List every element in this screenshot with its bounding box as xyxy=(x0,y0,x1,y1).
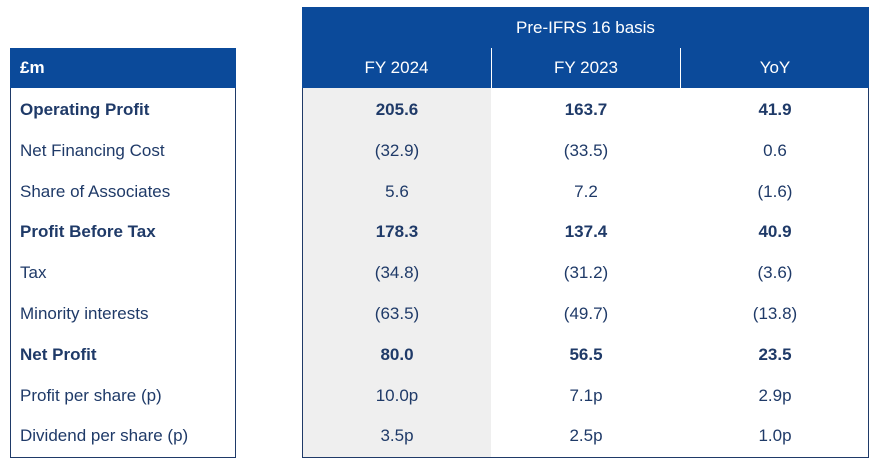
cell-fy2024: 10.0p xyxy=(375,385,419,405)
cell-fy2024: 178.3 xyxy=(375,222,419,242)
row-label: Tax xyxy=(20,263,47,283)
row-label: Net Profit xyxy=(20,344,97,364)
header-separator xyxy=(680,48,681,88)
cell-fy2023: 7.1p xyxy=(569,385,603,405)
row-label: Share of Associates xyxy=(20,181,171,201)
cell-yoy: 23.5 xyxy=(758,344,792,364)
basis-header: Pre-IFRS 16 basis xyxy=(302,7,869,48)
cell-fy2023: (49.7) xyxy=(563,304,609,323)
cell-yoy: (3.6) xyxy=(757,263,793,283)
cell-yoy: 40.9 xyxy=(758,222,792,242)
cell-yoy: 2.9p xyxy=(758,385,792,405)
column-header-fy2024: FY 2024 xyxy=(302,48,491,88)
row-label: Net Financing Cost xyxy=(20,140,165,160)
column-header-yoy: YoY xyxy=(681,48,869,88)
unit-header: £m xyxy=(10,48,236,88)
cell-fy2023: (31.2) xyxy=(563,263,609,283)
cell-fy2023: 163.7 xyxy=(564,100,608,119)
cell-fy2024: (63.5) xyxy=(374,304,420,323)
row-label: Profit Before Tax xyxy=(20,222,156,242)
cell-yoy: (1.6) xyxy=(757,181,793,201)
cell-fy2024: 5.6 xyxy=(385,181,409,201)
cell-fy2024: 80.0 xyxy=(380,344,414,364)
cell-fy2023: 2.5p xyxy=(569,426,603,446)
cell-fy2024: 205.6 xyxy=(375,100,419,119)
cell-yoy: (13.8) xyxy=(752,304,798,323)
fy2024-column-highlight xyxy=(303,88,491,457)
column-header-fy2023: FY 2023 xyxy=(492,48,680,88)
row-label: Minority interests xyxy=(20,304,149,323)
cell-yoy: 41.9 xyxy=(758,100,792,119)
row-label: Dividend per share (p) xyxy=(20,426,189,446)
cell-fy2023: 137.4 xyxy=(564,222,608,242)
cell-fy2024: 3.5p xyxy=(380,426,414,446)
row-label: Operating Profit xyxy=(20,100,150,119)
header-separator xyxy=(491,48,492,88)
cell-fy2024: (34.8) xyxy=(374,263,420,283)
cell-yoy: 1.0p xyxy=(758,426,792,446)
cell-yoy: 0.6 xyxy=(763,140,787,160)
cell-fy2023: 56.5 xyxy=(569,344,603,364)
row-label: Profit per share (p) xyxy=(20,385,162,405)
cell-fy2023: (33.5) xyxy=(563,140,609,160)
cell-fy2024: (32.9) xyxy=(374,140,420,160)
cell-fy2023: 7.2 xyxy=(574,181,598,201)
